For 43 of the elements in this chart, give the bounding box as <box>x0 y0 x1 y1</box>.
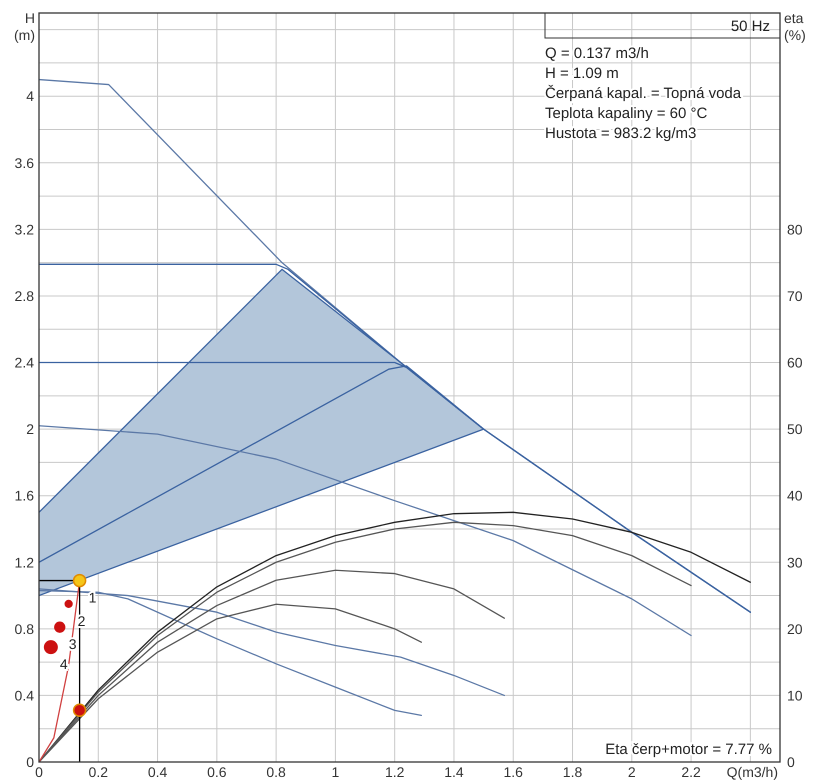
y2-axis-title: eta (%) <box>784 10 806 43</box>
annotation: 1 <box>88 590 97 606</box>
y-tick-label: 1.6 <box>14 488 34 504</box>
x-tick-label: 2.2 <box>681 764 702 780</box>
annotation: Teplota kapaliny = 60 °C <box>545 105 708 122</box>
x-tick-label: 1.8 <box>562 764 582 780</box>
annotation: Hustota = 983.2 kg/m3 <box>545 125 696 142</box>
y2-tick-label: 80 <box>787 221 803 238</box>
y2-tick-label: 50 <box>787 421 803 438</box>
x-tick-label: 0.2 <box>88 764 108 780</box>
y2-tick-label: 20 <box>787 620 803 637</box>
y-tick-label: 2.4 <box>14 354 34 371</box>
x-tick-label: 1 <box>332 764 340 780</box>
x-tick-label: 2 <box>628 764 636 780</box>
y2-tick-label: 60 <box>787 354 803 371</box>
y-tick-label: 3.6 <box>14 154 34 171</box>
x-tick-label: 1.4 <box>444 764 464 780</box>
x-tick-label: 0.6 <box>207 764 227 780</box>
chart-title: 50 Hz <box>730 18 770 35</box>
y-tick-label: 0 <box>26 754 34 770</box>
x-tick-label: 0.8 <box>266 764 286 780</box>
annotation: Q = 0.137 m3/h <box>545 45 649 62</box>
y2-tick-label: 10 <box>787 687 803 704</box>
x-tick-label: 1.2 <box>384 764 405 780</box>
y2-tick-label: 30 <box>787 554 803 570</box>
y-tick-label: 2.8 <box>14 288 34 304</box>
y-tick-label: 3.2 <box>14 221 34 238</box>
y-tick-label: 0.4 <box>14 687 34 704</box>
y-tick-label: 0.8 <box>14 620 34 637</box>
y-axis-title: H (m) <box>14 10 35 43</box>
y-tick-label: 4 <box>26 88 34 104</box>
y-tick-label: 1.2 <box>14 554 34 570</box>
annotation: 4 <box>60 656 68 672</box>
y2-tick-label: 0 <box>787 754 795 770</box>
annotation: Eta čerp+motor = 7.77 % <box>605 741 772 758</box>
x-axis-title: Q(m3/h) <box>726 764 778 780</box>
x-tick-label: 1.6 <box>504 764 524 780</box>
annotation: Čerpaná kapal. = Topná voda <box>545 84 742 102</box>
annotation: H = 1.09 m <box>545 65 619 82</box>
y-tick-label: 2 <box>26 421 34 438</box>
y2-tick-label: 70 <box>787 288 803 304</box>
y2-tick-label: 40 <box>787 488 803 504</box>
x-tick-label: 0.4 <box>148 764 168 780</box>
